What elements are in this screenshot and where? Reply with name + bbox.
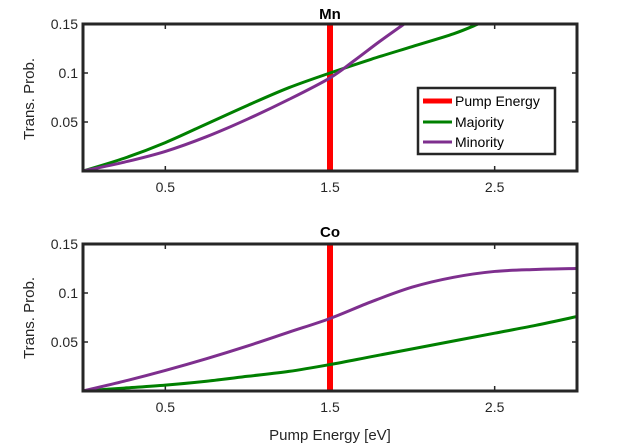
- mn-majority-line: [83, 24, 480, 171]
- co-y-tick-label: 0.15: [51, 236, 78, 252]
- co-y-tick-label: 0.05: [51, 334, 78, 350]
- mn-axes-box: [81, 22, 579, 173]
- co-y-tick-label: 0.1: [59, 285, 79, 301]
- co-minority-line: [83, 267, 577, 391]
- mn-y-tick-label: 0.1: [59, 65, 79, 81]
- mn-panel: Mn Trans. Prob. 0.5 1.5 2.5 0.05 0.1 0.1…: [21, 6, 579, 195]
- mn-title: Mn: [319, 6, 341, 23]
- co-lines: [83, 244, 577, 391]
- co-tick-labels: 0.5 1.5 2.5 0.05 0.1 0.15: [51, 236, 505, 415]
- mn-x-tick-label: 0.5: [156, 179, 176, 195]
- mn-y-axis-label: Trans. Prob.: [21, 58, 38, 140]
- mn-x-tick-label: 1.5: [320, 179, 340, 195]
- mn-minority-line: [83, 24, 406, 171]
- co-majority-line: [83, 315, 577, 391]
- co-panel: Co Trans. Prob. Pump Energy [eV] 0.5 1.5…: [21, 224, 579, 444]
- mn-y-tick-label: 0.05: [51, 114, 78, 130]
- co-y-axis-label: Trans. Prob.: [21, 277, 38, 359]
- co-axes-box: [81, 242, 579, 393]
- mn-x-tick-label: 2.5: [485, 179, 505, 195]
- mn-y-tick-label: 0.15: [51, 16, 78, 32]
- co-x-tick-label: 2.5: [485, 399, 505, 415]
- legend: Pump Energy Majority Minority: [416, 86, 557, 156]
- x-axis-label: Pump Energy [eV]: [269, 427, 391, 444]
- legend-label-minority: Minority: [455, 134, 504, 150]
- mn-tick-labels: 0.5 1.5 2.5 0.05 0.1 0.15: [51, 16, 505, 195]
- legend-label-pump-energy: Pump Energy: [455, 93, 540, 109]
- co-x-tick-label: 1.5: [320, 399, 340, 415]
- mn-lines: [83, 24, 480, 171]
- co-title: Co: [320, 224, 340, 241]
- co-x-tick-label: 0.5: [156, 399, 176, 415]
- legend-label-majority: Majority: [455, 114, 504, 130]
